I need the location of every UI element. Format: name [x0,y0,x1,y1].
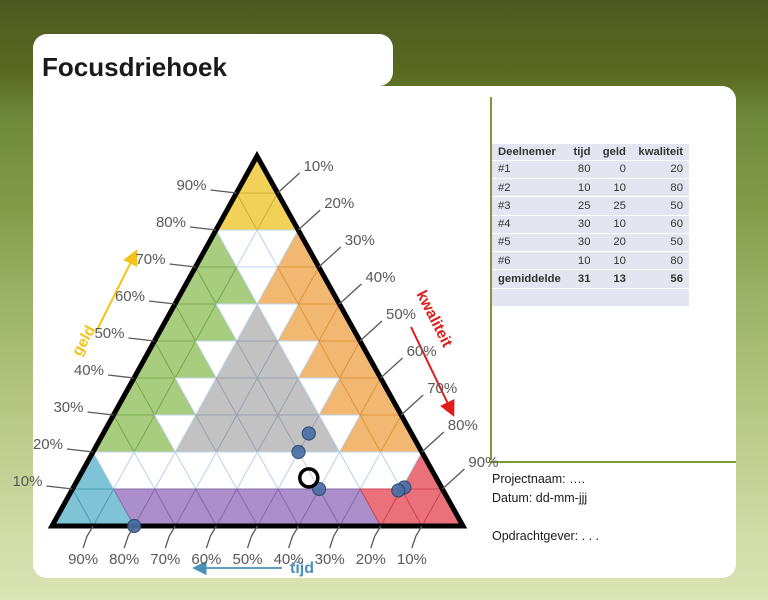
svg-text:10%: 10% [304,158,334,175]
svg-text:70%: 70% [427,380,457,397]
svg-text:20%: 20% [324,195,354,212]
svg-text:60%: 60% [191,551,221,568]
svg-text:30%: 30% [315,551,345,568]
svg-text:80%: 80% [448,417,478,434]
svg-text:90%: 90% [68,551,98,568]
svg-text:80%: 80% [156,214,186,231]
svg-text:90%: 90% [468,454,498,471]
svg-text:80%: 80% [109,551,139,568]
svg-text:50%: 50% [232,551,262,568]
svg-text:70%: 70% [150,551,180,568]
svg-text:60%: 60% [115,288,145,305]
svg-text:kwaliteit: kwaliteit [413,288,456,350]
svg-text:50%: 50% [94,325,124,342]
svg-text:60%: 60% [407,343,437,360]
svg-text:10%: 10% [397,551,427,568]
svg-text:50%: 50% [386,306,416,323]
svg-text:30%: 30% [345,232,375,249]
svg-text:40%: 40% [274,551,304,568]
svg-text:10%: 10% [12,473,42,490]
svg-text:90%: 90% [176,177,206,194]
svg-text:20%: 20% [356,551,386,568]
svg-text:20%: 20% [33,436,63,453]
svg-text:70%: 70% [135,251,165,268]
svg-text:40%: 40% [365,269,395,286]
svg-text:30%: 30% [53,399,83,416]
svg-text:40%: 40% [74,362,104,379]
